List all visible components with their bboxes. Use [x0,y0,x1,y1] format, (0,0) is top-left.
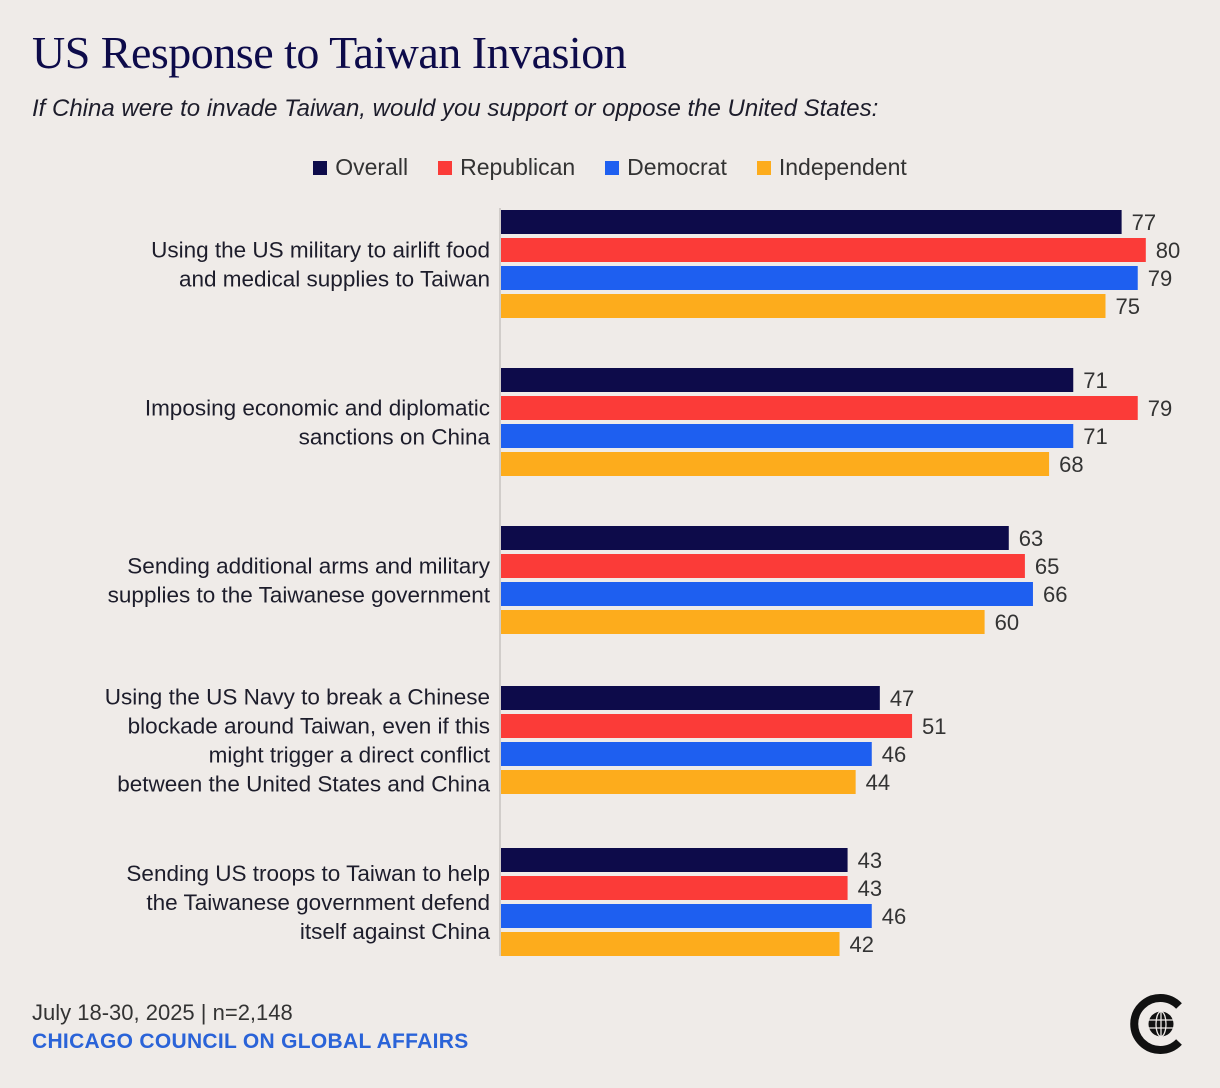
data-label: 60 [995,610,1019,635]
category-label: the Taiwanese government defend [146,890,490,915]
footer-date: July 18-30, 2025 | n=2,148 [32,1000,293,1025]
data-label: 51 [922,714,946,739]
category-label: Using the US military to airlift food [151,238,490,263]
data-label: 71 [1083,368,1107,393]
footer-org: CHICAGO COUNCIL ON GLOBAL AFFAIRS [32,1030,469,1053]
bar-independent [501,770,856,794]
legend-swatch-overall [313,160,328,175]
category-label: Sending US troops to Taiwan to help [126,861,490,886]
bar-overall [501,210,1122,234]
data-label: 46 [882,904,906,929]
category-label: between the United States and China [117,772,490,797]
legend-swatch-republican [438,160,453,175]
data-label: 79 [1148,266,1172,291]
bar-overall [501,686,880,710]
chart-title: US Response to Taiwan Invasion [32,27,627,78]
legend-swatch-democrat [605,160,620,175]
bar-democrat [501,424,1074,448]
category-label: itself against China [300,919,491,944]
bar-republican [501,876,848,900]
category-label: might trigger a direct conflict [209,743,491,768]
bar-overall [501,368,1074,392]
data-label: 79 [1148,396,1172,421]
category-label: Imposing economic and diplomatic [145,396,490,421]
category-label: supplies to the Taiwanese government [108,583,491,608]
bar-independent [501,610,985,634]
category-label: Using the US Navy to break a Chinese [105,685,490,710]
legend-item-overall: Overall [313,154,408,181]
data-label: 47 [890,686,914,711]
chart-subtitle: If China were to invade Taiwan, would yo… [32,95,879,122]
data-label: 65 [1035,554,1059,579]
bar-independent [501,452,1050,476]
category-label: blockade around Taiwan, even if this [128,714,490,739]
bar-republican [501,714,913,738]
data-label: 66 [1043,582,1067,607]
data-label: 43 [858,876,882,901]
data-label: 44 [866,770,890,795]
legend-label-independent: Independent [778,154,907,180]
category-label: sanctions on China [299,425,491,450]
bar-democrat [501,582,1033,606]
bar-overall [501,526,1009,550]
data-label: 46 [882,742,906,767]
bar-overall [501,848,848,872]
legend-swatch-independent [756,160,771,175]
legend-item-independent: Independent [756,154,907,181]
chicago-council-logo-icon [1130,994,1182,1054]
legend: Overall Republican Democrat Independent [0,154,1220,181]
bar-democrat [501,742,872,766]
data-label: 63 [1019,526,1043,551]
bar-democrat [501,266,1138,290]
category-label: and medical supplies to Taiwan [179,267,490,292]
data-label: 71 [1083,424,1107,449]
legend-label-democrat: Democrat [627,154,727,180]
data-label: 68 [1059,452,1083,477]
data-label: 43 [858,848,882,873]
bar-independent [501,294,1106,318]
bar-republican [501,238,1146,262]
data-label: 42 [850,932,874,957]
bar-republican [501,554,1025,578]
category-label: Sending additional arms and military [127,554,490,579]
data-label: 77 [1132,210,1156,235]
legend-label-overall: Overall [335,154,409,180]
bar-democrat [501,904,872,928]
legend-item-republican: Republican [438,154,575,181]
bar-independent [501,932,840,956]
data-label: 75 [1116,294,1140,319]
bar-republican [501,396,1138,420]
legend-label-republican: Republican [460,154,576,180]
data-label: 80 [1156,238,1180,263]
legend-item-democrat: Democrat [605,154,727,181]
